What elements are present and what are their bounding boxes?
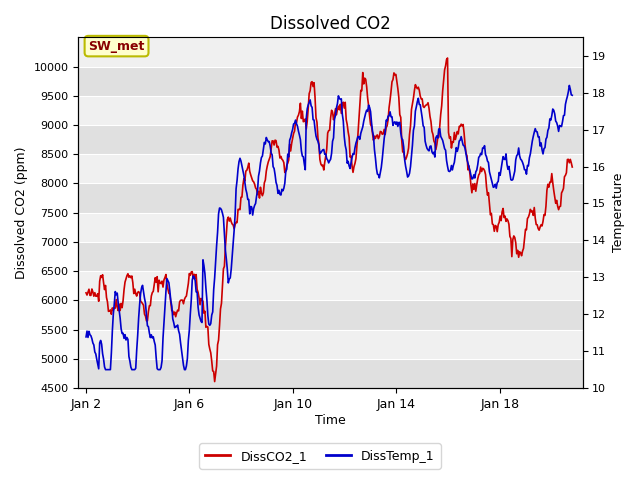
Bar	[78, 330, 582, 359]
Bar	[78, 242, 582, 271]
DissCO2_1	[444, 55, 451, 61]
DissTemp_1	[82, 334, 90, 340]
Y-axis label: Dissolved CO2 (ppm): Dissolved CO2 (ppm)	[15, 146, 28, 279]
DissTemp_1	[372, 165, 380, 171]
Bar	[78, 271, 582, 300]
Text: SW_met: SW_met	[88, 40, 145, 53]
Title: Dissolved CO2: Dissolved CO2	[270, 15, 391, 33]
DissCO2_1	[314, 135, 322, 141]
Legend: DissCO2_1, DissTemp_1: DissCO2_1, DissTemp_1	[199, 444, 441, 469]
DissTemp_1	[566, 83, 573, 88]
Line: DissCO2_1: DissCO2_1	[86, 58, 572, 382]
DissCO2_1	[559, 188, 566, 194]
DissTemp_1	[317, 150, 324, 156]
DissCO2_1	[568, 164, 576, 170]
Bar	[78, 125, 582, 154]
Bar	[78, 183, 582, 213]
X-axis label: Time: Time	[315, 414, 346, 427]
DissTemp_1	[482, 152, 490, 157]
DissCO2_1	[317, 161, 324, 167]
DissTemp_1	[557, 124, 565, 130]
Line: DissTemp_1: DissTemp_1	[86, 85, 572, 370]
Bar	[78, 67, 582, 96]
DissTemp_1	[346, 166, 354, 171]
DissCO2_1	[82, 290, 90, 296]
Bar	[78, 96, 582, 125]
Bar	[78, 359, 582, 388]
Bar	[78, 300, 582, 330]
Bar	[78, 213, 582, 242]
DissTemp_1	[568, 92, 576, 98]
DissCO2_1	[483, 184, 490, 190]
DissTemp_1	[314, 138, 322, 144]
Y-axis label: Temperature: Temperature	[612, 173, 625, 252]
DissCO2_1	[372, 133, 380, 139]
DissCO2_1	[346, 154, 354, 160]
Bar	[78, 154, 582, 183]
DissTemp_1	[102, 367, 109, 372]
DissCO2_1	[211, 379, 218, 384]
